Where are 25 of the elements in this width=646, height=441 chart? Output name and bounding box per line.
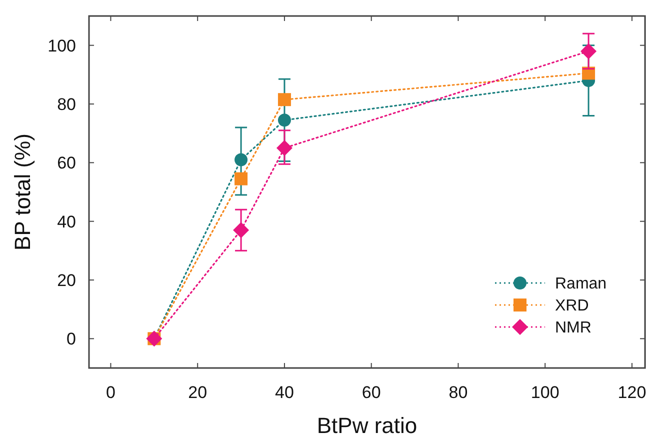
x-tick-label: 0 [106,383,116,402]
y-tick-label: 60 [57,154,76,173]
legend-label: Raman [555,276,607,293]
y-tick-label: 100 [48,36,76,56]
point [234,172,248,186]
point [580,43,597,60]
point [233,222,250,238]
y-tick-label: 40 [57,212,76,232]
x-tick-label: 40 [275,383,294,402]
legend-label: XRD [555,298,589,315]
y-tick-label: 80 [57,94,76,114]
point [278,114,291,127]
y-axis-title: BP total (%) [10,134,35,250]
point [276,140,292,156]
x-tick-label: 100 [530,383,560,402]
x-tick-label: 60 [362,383,381,402]
x-tick-label: 120 [618,383,646,402]
x-tick-label: 80 [448,383,468,402]
point [234,153,248,166]
y-tick-label: 20 [57,270,76,290]
y-tick-label: 0 [66,330,76,349]
x-tick-label: 20 [188,383,208,402]
point [278,93,291,106]
legend-label: NMR [555,320,592,337]
x-axis-title: BtPw ratio [316,413,418,438]
